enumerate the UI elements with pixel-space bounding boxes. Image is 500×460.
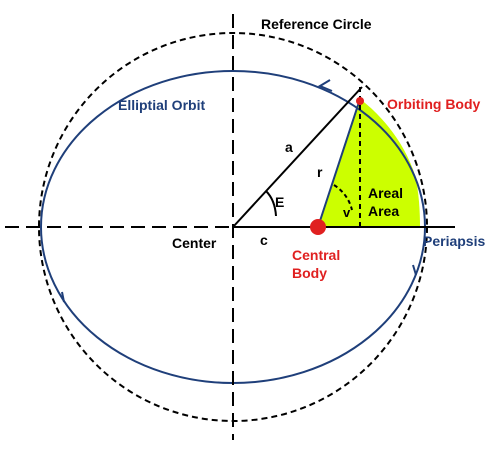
orbit-tick-right-icon: [412, 264, 417, 276]
E-label: E: [275, 194, 284, 210]
orbiting-body-label: Orbiting Body: [387, 96, 481, 112]
reference-circle-label: Reference Circle: [261, 16, 372, 32]
semi-major-axis-line: [232, 86, 363, 228]
orbit-direction-arrow-icon: [317, 79, 333, 92]
orbit-tick-left-icon: [61, 291, 65, 303]
central-body-label-line1: Central: [292, 247, 340, 263]
central-body-marker: [310, 219, 326, 235]
radius-vector-line: [317, 98, 361, 228]
orbiting-body-marker: [356, 97, 364, 105]
center-label: Center: [172, 235, 217, 251]
periapsis-label: Periapsis: [423, 233, 485, 249]
r-label: r: [317, 164, 323, 180]
areal-area-region: [318, 99, 420, 227]
areal-area-label-line1: Areal: [368, 185, 403, 201]
angle-v-arc: [333, 184, 353, 211]
a-label: a: [285, 139, 293, 155]
angle-E-arc: [265, 190, 277, 217]
v-label: v: [343, 205, 351, 220]
central-body-label-line2: Body: [292, 265, 327, 281]
areal-area-label-line2: Area: [368, 203, 399, 219]
elliptical-orbit-label: Elliptial Orbit: [118, 97, 205, 113]
c-label: c: [260, 232, 268, 248]
